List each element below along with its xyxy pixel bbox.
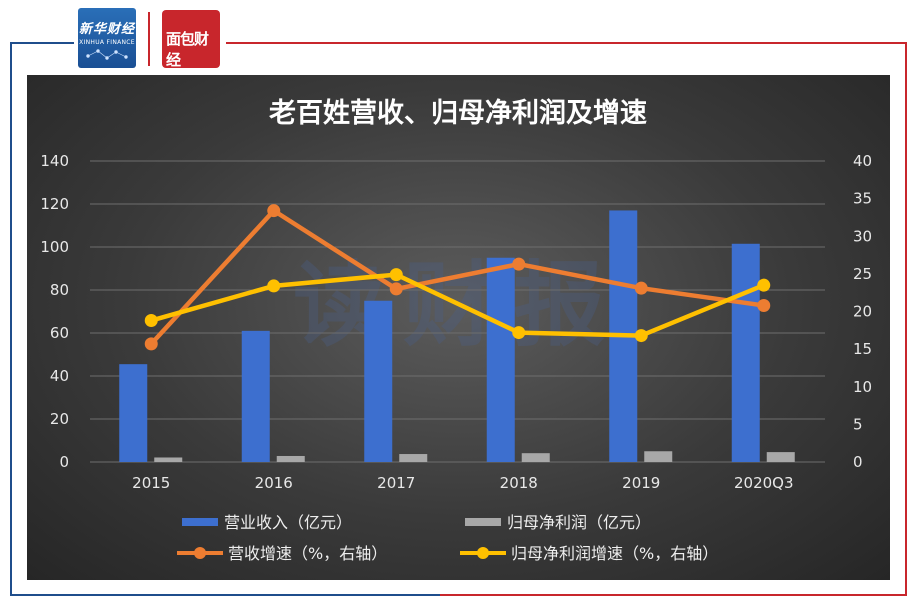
x-category-label: 2015 bbox=[132, 474, 170, 492]
left-tick-label: 100 bbox=[40, 238, 69, 256]
frame-bottom-red bbox=[440, 594, 907, 596]
net-profit-bar bbox=[766, 452, 795, 462]
legend-marker bbox=[477, 547, 489, 559]
left-tick-label: 140 bbox=[40, 152, 69, 170]
legend-swatch bbox=[465, 518, 501, 526]
revenue-growth-point bbox=[634, 281, 648, 295]
right-tick-label: 15 bbox=[853, 340, 872, 358]
left-tick-label: 120 bbox=[40, 195, 69, 213]
revenue-growth-point bbox=[389, 282, 403, 296]
line-series bbox=[144, 204, 771, 351]
right-axis-ticks: 0 5 10 15 20 25 30 35 40 bbox=[853, 152, 872, 471]
xinhua-logo-cn: 新华财经 bbox=[78, 22, 135, 37]
revenue-bar bbox=[486, 257, 515, 462]
network-dots-icon bbox=[86, 49, 128, 60]
profit-growth-point bbox=[512, 326, 526, 340]
right-tick-label: 20 bbox=[853, 303, 872, 321]
mianbao-logo-text: 面包财经 bbox=[166, 30, 209, 68]
logo-divider bbox=[148, 12, 150, 66]
xinhua-finance-logo: 新华财经 XINHUA FINANCE bbox=[78, 8, 136, 68]
right-tick-label: 5 bbox=[853, 415, 863, 433]
frame-right-red bbox=[905, 42, 907, 595]
x-category-label: 2016 bbox=[255, 474, 293, 492]
profit-growth-point bbox=[267, 279, 281, 293]
revenue-bar bbox=[119, 364, 148, 462]
revenue-growth-line bbox=[149, 208, 765, 346]
revenue-growth-point bbox=[512, 257, 526, 271]
revenue-growth-point bbox=[267, 204, 281, 218]
revenue-bar bbox=[241, 330, 270, 462]
revenue-bar bbox=[364, 300, 393, 462]
profit-growth-point bbox=[634, 329, 648, 343]
legend-label: 营收增速（%，右轴） bbox=[228, 544, 387, 563]
profit-growth-point bbox=[389, 268, 403, 282]
profit-growth-point bbox=[144, 314, 158, 328]
frame-bottom-blue bbox=[10, 594, 440, 596]
net-profit-bar bbox=[644, 451, 673, 462]
left-tick-label: 60 bbox=[50, 324, 69, 342]
frame-top-left-blue bbox=[10, 42, 74, 44]
profit-growth-line bbox=[150, 272, 765, 338]
x-axis-categories: 2015 2016 2017 2018 2019 2020Q3 bbox=[132, 474, 793, 492]
legend-label: 归母净利润增速（%，右轴） bbox=[511, 544, 718, 563]
right-tick-label: 40 bbox=[853, 152, 872, 170]
net-profit-bar bbox=[276, 455, 305, 462]
mianbao-finance-logo: 面包财经 bbox=[162, 10, 220, 68]
net-profit-bar bbox=[521, 453, 550, 462]
legend: 营业收入（亿元） 归母净利润（亿元） 营收增速（%，右轴） 归母净利润增速（%，右轴） bbox=[177, 513, 718, 563]
right-tick-label: 25 bbox=[853, 265, 872, 283]
net-profit-bar bbox=[154, 457, 183, 462]
revenue-bar bbox=[731, 243, 760, 462]
left-tick-label: 40 bbox=[50, 367, 69, 385]
right-tick-label: 10 bbox=[853, 378, 872, 396]
frame-left-blue bbox=[10, 42, 12, 595]
legend-marker bbox=[194, 547, 206, 559]
legend-label: 营业收入（亿元） bbox=[224, 513, 352, 532]
grid-lines bbox=[90, 160, 825, 463]
profit-growth-point bbox=[757, 278, 771, 292]
left-tick-label: 20 bbox=[50, 410, 69, 428]
right-tick-label: 0 bbox=[853, 453, 863, 471]
x-category-label: 2019 bbox=[622, 474, 660, 492]
revenue-growth-point bbox=[144, 337, 158, 351]
x-category-label: 2017 bbox=[377, 474, 415, 492]
net-profit-bar bbox=[399, 454, 428, 462]
legend-label: 归母净利润（亿元） bbox=[507, 513, 651, 532]
left-axis-ticks: 0 20 40 60 80 100 120 140 bbox=[40, 152, 69, 471]
legend-swatch bbox=[182, 518, 218, 526]
xinhua-logo-en: XINHUA FINANCE bbox=[79, 39, 135, 46]
right-tick-label: 30 bbox=[853, 227, 872, 245]
revenue-growth-point bbox=[757, 298, 771, 312]
left-tick-label: 0 bbox=[59, 453, 69, 471]
left-tick-label: 80 bbox=[50, 281, 69, 299]
x-category-label: 2020Q3 bbox=[734, 474, 794, 492]
frame-top-right-red bbox=[226, 42, 907, 44]
right-tick-label: 35 bbox=[853, 190, 872, 208]
x-category-label: 2018 bbox=[500, 474, 538, 492]
chart-title: 老百姓营收、归母净利润及增速 bbox=[269, 97, 647, 129]
